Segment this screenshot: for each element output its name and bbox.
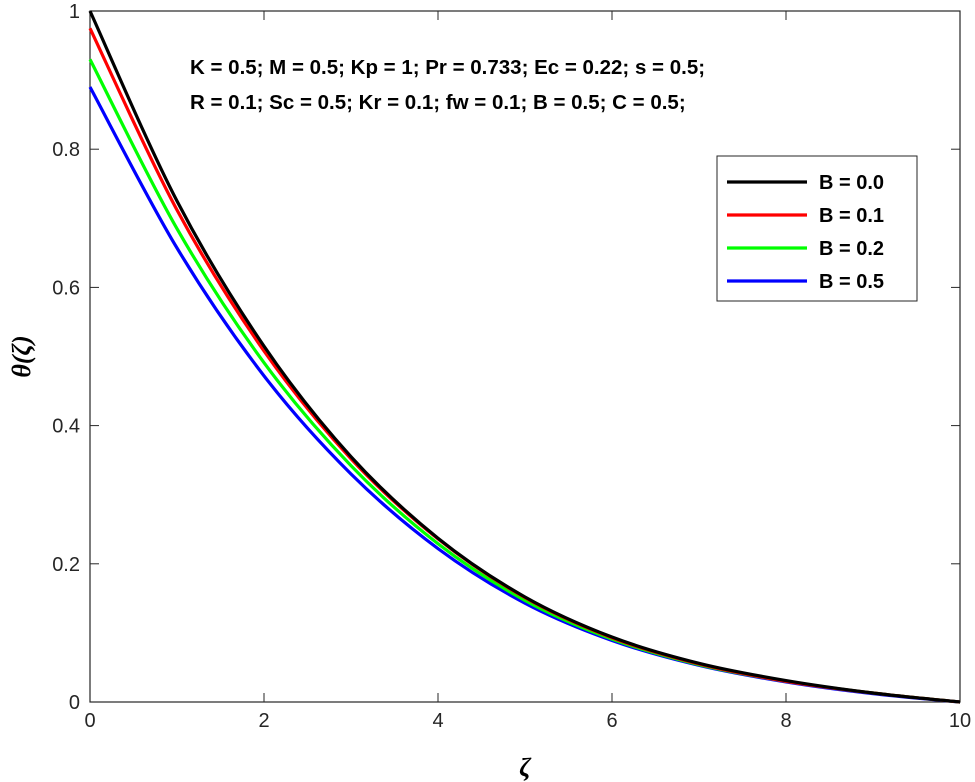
series-line-b-0-0 [88, 10, 961, 704]
y-tick-label: 1 [69, 1, 80, 23]
plot-frame [89, 10, 961, 703]
legend-label: B = 0.0 [819, 172, 884, 194]
y-tick-label: 0.8 [52, 139, 80, 161]
x-tick-label: 8 [780, 710, 791, 732]
legend-label: B = 0.1 [819, 205, 884, 227]
legend-box [716, 155, 918, 302]
y-tick-label: 0.2 [52, 554, 80, 576]
y-tick-label: 0.6 [52, 277, 80, 299]
y-axis-label: θ(ζ) [7, 335, 36, 377]
legend-label: B = 0.2 [819, 238, 884, 260]
x-tick-label: 0 [84, 710, 95, 732]
legend-label: B = 0.5 [819, 271, 884, 293]
x-tick-label: 4 [432, 710, 443, 732]
x-tick-label: 10 [949, 710, 971, 732]
y-tick-label: 0 [69, 692, 80, 714]
x-tick-label: 2 [258, 710, 269, 732]
parameter-annotation: K = 0.5; M = 0.5; Kp = 1; Pr = 0.733; Ec… [190, 56, 705, 79]
y-tick-label: 0.4 [52, 416, 80, 438]
x-axis-label: ζ [519, 753, 532, 782]
x-tick-label: 6 [606, 710, 617, 732]
parameter-annotation: R = 0.1; Sc = 0.5; Kr = 0.1; fw = 0.1; B… [190, 91, 686, 114]
